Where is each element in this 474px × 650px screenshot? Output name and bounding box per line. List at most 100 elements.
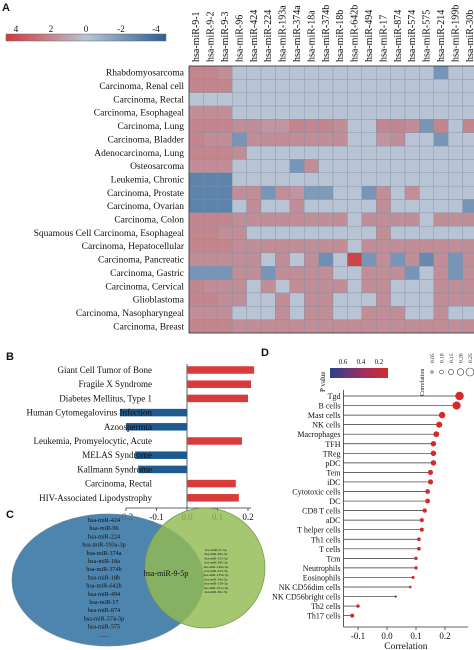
d-dot [438,411,446,419]
b-category-label: HIV-Associated Lipodystrophy [39,493,152,503]
heatmap-cell [188,239,204,254]
heatmap-cell [433,92,449,107]
heatmap-cell [433,185,449,200]
d-dot [425,489,430,494]
heatmap-cell [347,239,362,254]
d-category-label: pDC [325,459,340,468]
heatmap-cell [347,172,362,187]
heatmap-cell [448,252,463,267]
heatmap-cell [275,172,290,187]
heatmap-cell [217,79,233,93]
d-category-label: Mast cells [308,411,341,420]
immune-lollipop-chart: P value 0.6 0.4 0.2 Correlation 0.05 0.10 0.15 0… [272,353,474,650]
b-bar [187,380,252,388]
heatmap-cell [390,172,406,187]
heatmap-cell [404,92,420,107]
heatmap-cell [448,266,463,280]
heatmap-cell [390,199,406,214]
venn-left-item: hsa-miR-574-5p [84,615,125,622]
heatmap-cell [188,199,204,214]
heatmap-cell [390,239,406,254]
heatmap-cell [289,132,305,147]
column-label: hsa-miR-9-1 [191,11,202,62]
heatmap-cell [217,252,233,267]
heatmap-cell [347,145,362,160]
heatmap-cell [448,319,463,334]
heatmap-cell [275,266,290,280]
heatmap-cell [462,226,474,240]
heatmap-cell [260,105,276,120]
heatmap-cell [232,105,247,120]
heatmap-cell [332,65,348,80]
venn-left-item: hsa-miR-96 [89,525,118,532]
column-label: hsa-miR-214 [436,10,447,62]
heatmap-cell [275,306,290,320]
heatmap-cell [433,252,449,267]
heatmap-cell [404,319,420,334]
heatmap-cell [289,212,305,227]
heatmap-cell [347,92,362,107]
heatmap-cell [361,226,377,240]
d-dot [422,508,427,513]
venn-left-item: hsa-miR-374b [86,566,121,573]
heatmap-cell [246,279,262,294]
heatmap-cell [203,119,218,133]
b-category-label: Carcinoma, Rectal [85,479,152,489]
heatmap-cell [376,226,391,240]
d-dot [430,441,437,447]
panel-d-label: D [261,347,269,359]
venn-right-item: hsa-miR-223-3p [205,569,228,573]
heatmap-cell [462,292,474,307]
b-bar [187,394,248,403]
row-label: Carcinoma, Colon [114,216,184,226]
venn-right-item: hsa-miR-150-5p [205,582,228,586]
heatmap-cell [347,279,362,294]
heatmap-cell [390,226,406,240]
heatmap-cell [361,185,377,200]
heatmap-cell [376,172,391,187]
heatmap-cell [304,266,319,280]
heatmap-cell [289,226,305,240]
heatmap-cell [433,172,449,187]
d-dot [408,585,412,589]
heatmap-cell [361,306,377,320]
heatmap-cell [246,159,262,173]
heatmap-cell [217,212,233,227]
heatmap-cell [361,279,377,294]
heatmap-cell [289,319,305,334]
heatmap-cell [361,92,377,107]
heatmap-cell [433,132,449,147]
heatmap-cell [260,292,276,307]
heatmap-cell [289,199,305,214]
row-label: Carcinoma, Renal cell [99,82,184,92]
heatmap-cell [246,226,262,240]
row-label: Carcinoma, Hepatocellular [82,242,185,252]
heatmap-cell [419,185,434,200]
heatmap-cell [188,266,204,280]
heatmap-cell [462,185,474,200]
d-dot [411,575,415,579]
venn-left-item: hsa-miR-374a [86,550,121,557]
heatmap-cell [289,306,305,320]
heatmap-cell [203,319,218,334]
heatmap-cell [462,266,474,280]
heatmap-cell [246,252,262,267]
heatmap-cell [275,292,290,307]
heatmap-cell [419,226,434,240]
heatmap-cell [404,279,420,294]
d-category-label: TReg [323,449,341,458]
heatmap-cell [246,239,262,254]
venn-right-item: hsa-miR-181a-5p [204,586,229,590]
pvalue-tick: 0.4 [357,358,366,366]
heatmap-cell [304,185,319,200]
heatmap-cell [318,279,334,294]
heatmap-cell [347,306,362,320]
row-label: Carcinoma, Pancreatic [98,256,184,266]
heatmap-cell [448,199,463,214]
d-dot [394,595,397,598]
heatmap-cell [260,159,276,173]
legend-tick: 4 [14,24,19,34]
heatmap-cell [376,266,391,280]
b-x-tick-label: -0.1 [149,512,163,522]
heatmap-cell [232,239,247,254]
